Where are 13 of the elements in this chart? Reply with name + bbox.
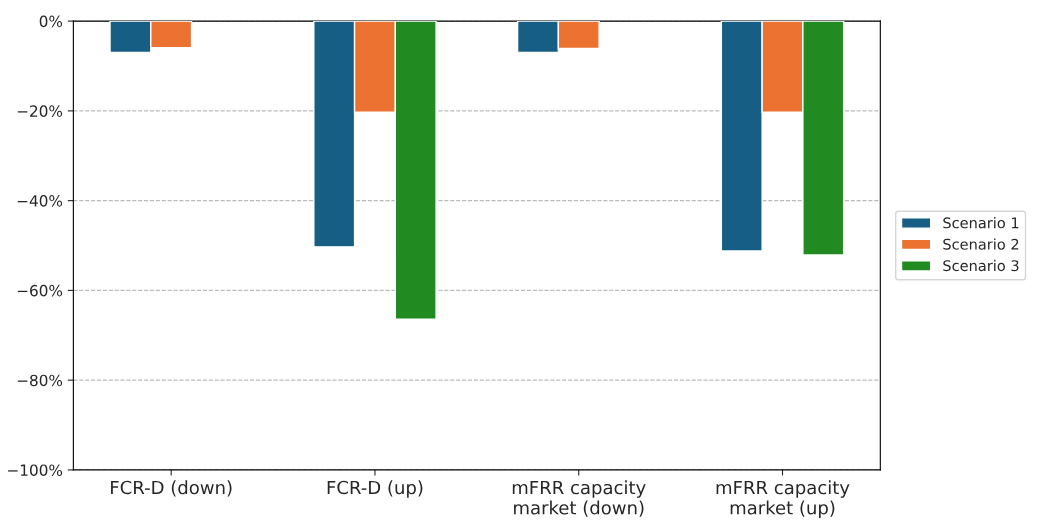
x-tick-label: FCR-D (up) [327,480,423,498]
y-tick-label: −80% [17,374,63,387]
x-tick-label: FCR-D (down) [111,480,232,497]
x-tick-label: mFRR capacity market (up) [716,480,850,519]
legend-label: Scenario 1 [943,217,1019,229]
y-tick-label: −20% [17,105,63,117]
y-tick-label: −40% [17,195,63,207]
legend-label: Scenario 3 [943,259,1019,272]
x-tick-label: mFRR capacity market (down) [512,480,646,517]
y-tick-label: 0% [39,15,63,28]
y-tick-label: −100% [8,464,63,476]
legend-label: Scenario 2 [943,238,1019,250]
y-tick-label: −60% [17,284,63,297]
